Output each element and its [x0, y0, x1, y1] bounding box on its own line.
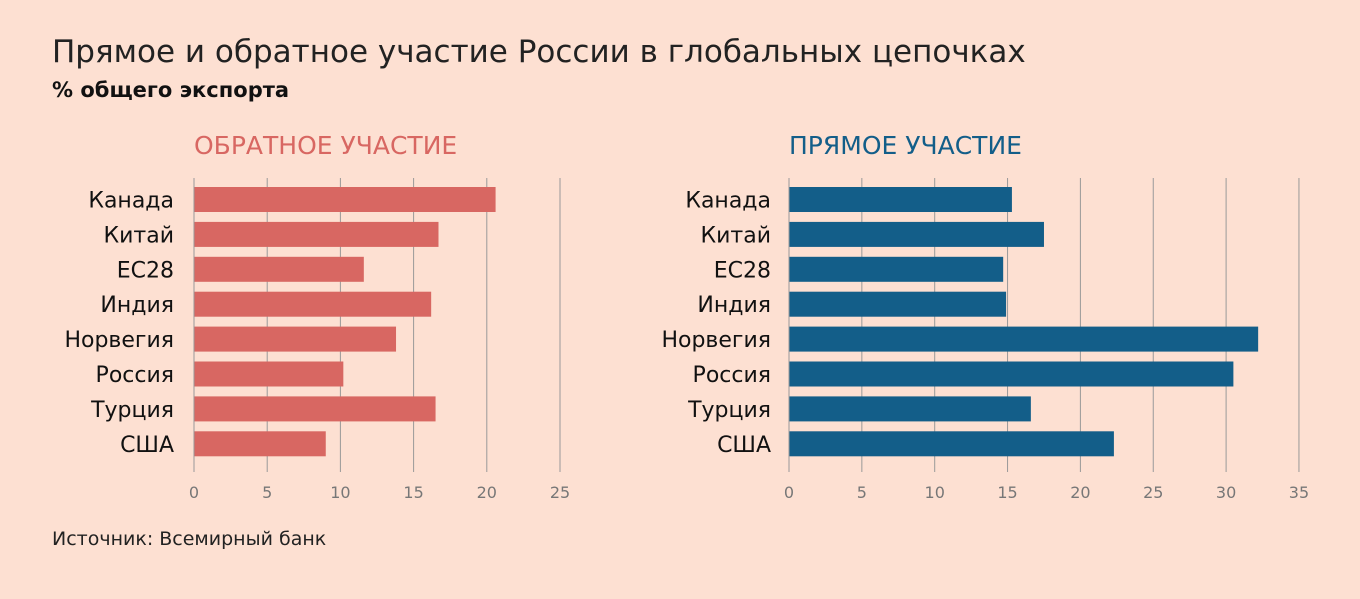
bar [194, 361, 344, 387]
bar [194, 221, 439, 247]
chart-backward: ОБРАТНОЕ УЧАСТИЕ 0 5 10 15 20 25 Канада Китай ЕС2… [64, 131, 570, 502]
tick-label: 35 [1289, 483, 1309, 502]
tick-label: 20 [477, 483, 497, 502]
category-label: США [120, 433, 174, 458]
bar [194, 326, 397, 352]
category-label: США [717, 433, 771, 458]
bar [194, 256, 364, 282]
bar [789, 187, 1012, 212]
bar [194, 431, 326, 457]
bar [789, 256, 1004, 282]
tick-label: 10 [330, 483, 350, 502]
page-title: Прямое и обратное участие России в глоба… [52, 34, 1026, 70]
category-label: Канада [88, 189, 174, 214]
category-label: Норвегия [661, 328, 771, 353]
bar [789, 221, 1044, 247]
tick-label: 25 [550, 483, 570, 502]
category-label: Турция [90, 398, 174, 423]
bar [194, 291, 432, 317]
source-note: Источник: Всемирный банк [52, 528, 327, 550]
chart-title-forward: ПРЯМОЕ УЧАСТИЕ [789, 131, 1022, 160]
category-label: Россия [693, 363, 771, 388]
tick-label: 0 [784, 483, 794, 502]
category-label: ЕС28 [117, 258, 174, 283]
category-label: Норвегия [64, 328, 174, 353]
category-label: Индия [697, 293, 771, 318]
category-label: Турция [687, 398, 771, 423]
category-label: Россия [96, 363, 174, 388]
tick-label: 25 [1143, 483, 1163, 502]
tick-label: 0 [189, 483, 199, 502]
tick-label: 5 [857, 483, 867, 502]
bar [789, 431, 1114, 457]
bar [789, 361, 1234, 387]
category-label: Индия [100, 293, 174, 318]
bar [789, 291, 1007, 317]
tick-label: 15 [997, 483, 1017, 502]
tick-label: 5 [262, 483, 272, 502]
bar [789, 326, 1259, 352]
tick-label: 20 [1070, 483, 1090, 502]
tick-label: 30 [1216, 483, 1236, 502]
bar [194, 187, 496, 212]
chart-title-backward: ОБРАТНОЕ УЧАСТИЕ [194, 131, 457, 160]
tick-label: 10 [925, 483, 945, 502]
category-label: Китай [700, 223, 771, 248]
tick-label: 15 [403, 483, 423, 502]
category-label: Канада [685, 189, 771, 214]
bar [194, 396, 436, 422]
page-subtitle: % общего экспорта [52, 78, 290, 102]
category-label: ЕС28 [714, 258, 771, 283]
chart-forward: ПРЯМОЕ УЧАСТИЕ 0 5 10 15 20 25 30 35 Канада Китай Е… [661, 131, 1309, 502]
bar [789, 396, 1031, 422]
category-label: Китай [103, 223, 174, 248]
